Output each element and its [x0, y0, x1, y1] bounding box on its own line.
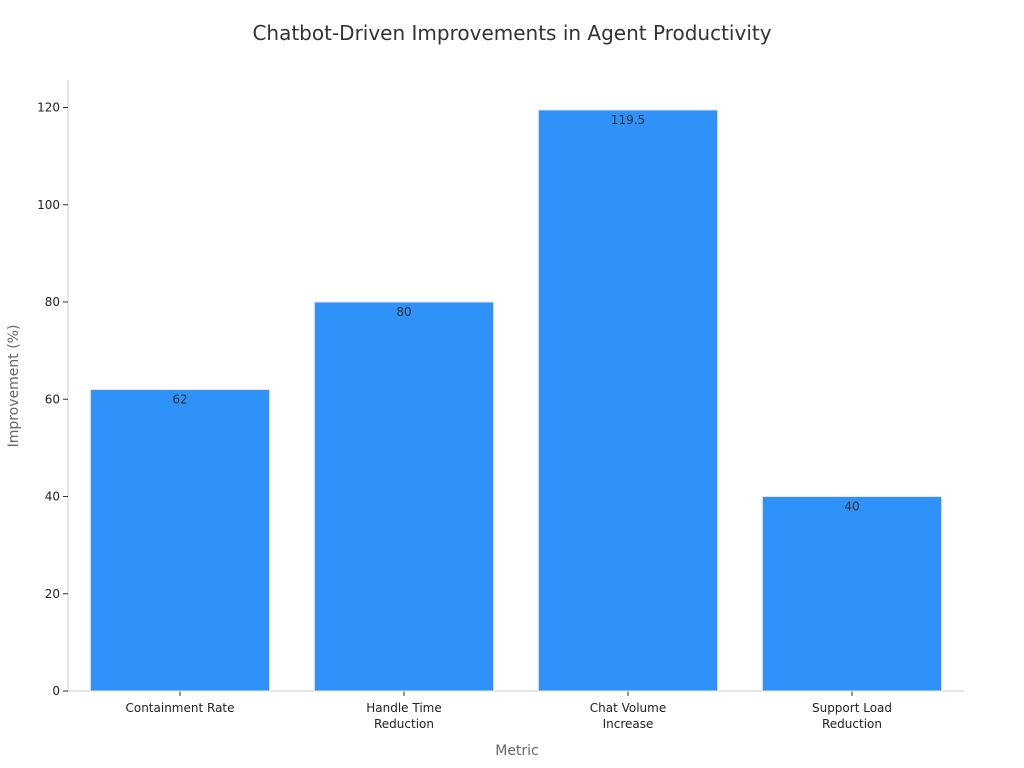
x-tick-label: Reduction [822, 717, 882, 731]
x-tick-label: Handle Time [366, 701, 442, 715]
x-tick-label: Chat Volume [590, 701, 667, 715]
bars [89, 109, 943, 692]
y-tick-label: 60 [45, 392, 60, 406]
bar [537, 109, 719, 692]
chart-title: Chatbot-Driven Improvements in Agent Pro… [252, 21, 771, 45]
y-tick-label: 40 [45, 490, 60, 504]
y-tick-label: 20 [45, 587, 60, 601]
x-tick-label: Reduction [374, 717, 434, 731]
data-label: 62 [172, 393, 187, 407]
x-tick-label: Support Load [812, 701, 892, 715]
x-axis-label: Metric [495, 743, 539, 759]
y-tick-label: 120 [37, 101, 60, 115]
y-axis-label: Improvement (%) [6, 325, 22, 448]
bar [89, 389, 271, 692]
data-label: 80 [396, 305, 411, 319]
bar [313, 301, 495, 692]
y-tick-label: 80 [45, 295, 60, 309]
bar [761, 496, 943, 692]
x-tick-label: Increase [603, 717, 654, 731]
data-labels: 62 80 119.5 40 [172, 113, 859, 514]
y-tick-label: 0 [52, 684, 60, 698]
x-tick-label: Containment Rate [125, 701, 234, 715]
data-label: 40 [844, 500, 859, 514]
data-label: 119.5 [611, 113, 645, 127]
y-axis: 0 20 40 60 80 100 120 [37, 80, 69, 698]
x-axis: Containment Rate Handle Time Reduction Chat… [68, 690, 964, 731]
y-tick-label: 100 [37, 198, 60, 212]
